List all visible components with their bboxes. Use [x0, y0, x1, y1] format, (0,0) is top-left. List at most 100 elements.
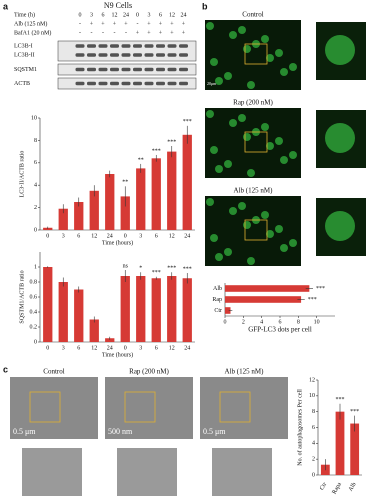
- cell: [215, 253, 223, 261]
- blot-lane-label: +: [147, 21, 151, 27]
- x-tick-label: 6: [279, 319, 282, 325]
- bar: [74, 202, 84, 230]
- x-tick-label: 3: [139, 233, 142, 239]
- band: [98, 67, 108, 72]
- y-tick-label: 0.4: [30, 309, 38, 315]
- y-tick-label: 12: [309, 377, 315, 383]
- significance: ***: [152, 148, 161, 154]
- blot-box: [57, 40, 197, 62]
- y-tick-label: 6: [34, 160, 37, 166]
- band: [98, 44, 108, 48]
- y-axis-label: SQSTM1/ACTB ratio: [19, 270, 25, 323]
- blot-lane-label: 6: [159, 12, 162, 18]
- blot-lane-label: +: [182, 21, 186, 27]
- y-tick-label: 8: [312, 409, 315, 415]
- band-label: LC3B-I: [14, 43, 33, 49]
- y-tick-label: Ctr: [214, 308, 222, 314]
- x-tick-label: 4: [260, 319, 263, 325]
- y-tick-label: 0.2: [30, 324, 38, 330]
- significance: *: [139, 266, 142, 272]
- y-tick-label: 2: [312, 457, 315, 463]
- blot-lane-label: 12: [112, 12, 118, 18]
- band: [110, 44, 119, 48]
- cell: [238, 202, 246, 210]
- cell: [210, 234, 218, 242]
- band: [75, 53, 85, 57]
- zoom-box: [244, 43, 268, 65]
- y-tick-label: 0: [34, 227, 37, 233]
- significance: ns: [123, 263, 129, 269]
- blot-lane-label: 0: [136, 12, 139, 18]
- band: [110, 81, 119, 86]
- y-tick-label: Alb: [213, 286, 222, 292]
- x-tick-label: 0: [46, 345, 49, 351]
- significance: ***: [167, 266, 176, 272]
- blot-lane-label: 24: [123, 12, 129, 18]
- band: [179, 44, 188, 48]
- band: [121, 67, 131, 72]
- bar: [151, 158, 161, 230]
- significance: ***: [316, 286, 325, 292]
- x-tick-label: 3: [62, 233, 65, 239]
- blot-title: N9 Cells: [104, 1, 132, 10]
- band: [144, 44, 154, 48]
- significance: ***: [183, 266, 192, 272]
- x-tick-label: 12: [169, 345, 175, 351]
- image-label: Rap (200 nM): [129, 368, 169, 376]
- band: [133, 81, 142, 86]
- cell: [289, 63, 297, 71]
- x-tick-label: 12: [91, 233, 97, 239]
- x-tick-label: 6: [155, 345, 158, 351]
- blot-lane-label: 24: [181, 12, 187, 18]
- x-tick-label: 0: [124, 345, 127, 351]
- bar: [225, 285, 310, 292]
- band: [110, 67, 119, 72]
- band: [87, 44, 96, 48]
- significance: ***: [167, 139, 176, 145]
- blot-lane-label: +: [101, 21, 105, 27]
- blot-lane-label: +: [159, 30, 163, 36]
- blot-row-label: Time (h): [14, 11, 35, 18]
- band-label: LC3B-II: [14, 52, 35, 58]
- cell: [289, 151, 297, 159]
- bar: [182, 134, 192, 230]
- em-zoom: [117, 448, 177, 496]
- blot-lane-label: +: [182, 30, 186, 36]
- band: [87, 81, 96, 86]
- bar: [151, 278, 161, 342]
- band: [144, 81, 154, 86]
- x-tick-label: 12: [91, 345, 97, 351]
- x-tick-label: 6: [77, 345, 80, 351]
- x-tick-label: 6: [77, 233, 80, 239]
- band: [167, 44, 177, 48]
- y-tick-label: 4: [312, 441, 315, 447]
- scale-label: 0.5 μm: [203, 427, 226, 436]
- cell: [266, 230, 274, 238]
- x-tick-label: 24: [107, 233, 113, 239]
- band: [144, 67, 154, 72]
- bar: [105, 338, 115, 342]
- y-tick-label: 1: [34, 264, 37, 270]
- em-image: [200, 377, 288, 439]
- scale-label: 500 nm: [108, 427, 133, 436]
- bar: [136, 168, 146, 230]
- significance: ***: [152, 270, 161, 276]
- cell: [266, 142, 274, 150]
- bar: [136, 276, 146, 342]
- cell: [266, 54, 274, 62]
- x-tick-label: 12: [169, 233, 175, 239]
- x-axis-label: Time (hours): [102, 239, 133, 246]
- panel-label: c: [3, 364, 8, 374]
- zoom-cell: [325, 123, 355, 153]
- cell: [229, 31, 237, 39]
- significance: ***: [183, 119, 192, 125]
- cell: [261, 211, 269, 219]
- band: [121, 81, 131, 86]
- band: [179, 81, 188, 86]
- bar: [105, 174, 115, 230]
- bar: [335, 411, 345, 475]
- x-tick-label: 10: [314, 319, 320, 325]
- cell: [210, 146, 218, 154]
- blot-lane-label: -: [125, 30, 127, 36]
- cell: [206, 22, 214, 30]
